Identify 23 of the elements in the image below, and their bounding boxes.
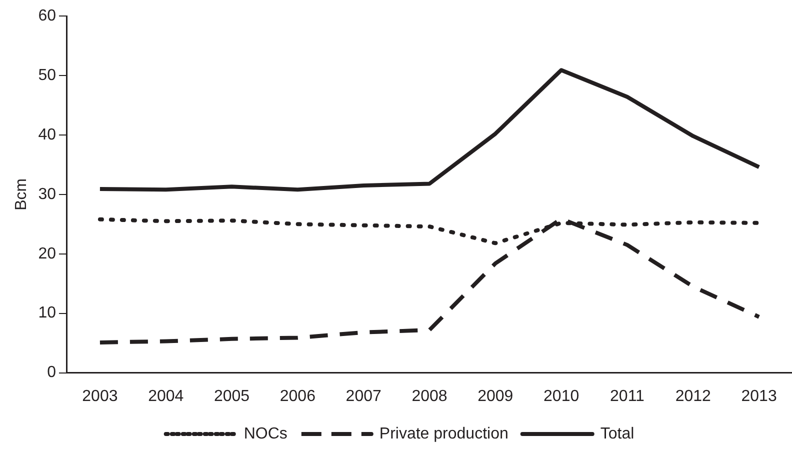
x-tick-label: 2011 (610, 388, 645, 405)
x-tick-label: 2006 (280, 388, 316, 405)
legend-label: NOCs (244, 425, 288, 442)
y-tick-label: 60 (38, 7, 56, 24)
x-tick-label: 2008 (412, 388, 448, 405)
x-tick-label: 2004 (148, 388, 184, 405)
y-tick-label: 30 (38, 186, 56, 203)
y-tick-label: 10 (38, 304, 56, 322)
x-tick-label: 2010 (544, 388, 580, 405)
x-tick-label: 2009 (478, 388, 514, 405)
x-tick-label: 2012 (675, 388, 712, 405)
y-tick-label: 0 (47, 364, 56, 382)
y-tick-label: 40 (38, 126, 56, 144)
legend-label: Total (600, 425, 634, 442)
line-series (98, 216, 762, 344)
x-tick-label: 2013 (741, 388, 777, 405)
legend-label: Private production (379, 425, 508, 442)
y-axis-title: Bcm (13, 178, 30, 210)
y-tick-label: 50 (38, 66, 56, 84)
x-tick-label: 2005 (214, 388, 250, 405)
y-tick-label: 20 (38, 245, 56, 262)
x-tick-label: 2007 (346, 388, 382, 405)
x-tick-label: 2003 (82, 388, 118, 405)
